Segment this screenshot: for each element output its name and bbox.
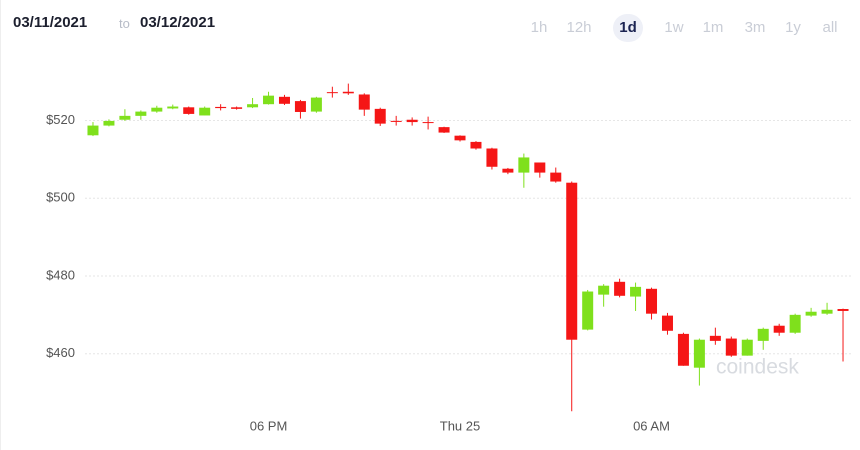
candle-body [151, 107, 163, 112]
candle-body [486, 148, 498, 167]
candle-body [199, 107, 211, 116]
candle-body [614, 281, 626, 296]
candle-body [693, 339, 705, 368]
candle-body [438, 127, 450, 133]
x-tick-label: Thu 25 [440, 418, 480, 433]
y-tick-label: $520 [46, 112, 75, 127]
date-to-label: to [119, 16, 130, 31]
date-from: 03/11/2021 [13, 14, 88, 31]
candle-body [215, 106, 227, 109]
candle-body [805, 311, 817, 316]
candle-body [263, 95, 275, 105]
candle-body [502, 168, 514, 173]
candle-body [677, 333, 689, 366]
candle-body [709, 335, 721, 341]
candle-body [231, 107, 243, 109]
date-to: 03/12/2021 [140, 14, 216, 31]
candle-body [310, 97, 322, 112]
candle-body [582, 291, 594, 330]
range-tab[interactable]: 1d [613, 14, 643, 42]
x-tick-label: 06 PM [250, 418, 288, 433]
candle-body [598, 285, 610, 295]
range-tab[interactable]: 12h [566, 19, 592, 36]
candle-body [789, 314, 801, 333]
range-tab[interactable]: 1h [530, 19, 548, 36]
candle-body [183, 107, 195, 114]
candle-body [837, 309, 849, 311]
candle-body [821, 309, 833, 314]
candle-body [358, 94, 370, 110]
candle-body [741, 339, 753, 356]
candle-body [87, 125, 99, 136]
candle-body [342, 91, 354, 94]
range-tab[interactable]: 1y [785, 19, 801, 36]
candle-body [630, 286, 642, 297]
candle-body [534, 162, 546, 173]
candle-body [294, 101, 306, 112]
candle-body [119, 115, 131, 120]
candle-body [374, 108, 386, 124]
y-tick-label: $500 [46, 190, 75, 205]
range-tab[interactable]: 1w [664, 19, 684, 36]
candle-body [103, 120, 115, 126]
candle-body [550, 172, 562, 182]
watermark: coindesk [716, 356, 799, 379]
x-tick-label: 06 AM [633, 418, 670, 433]
range-tab[interactable]: 1m [702, 19, 724, 36]
candle-body [326, 92, 338, 94]
range-tab[interactable]: all [822, 19, 838, 36]
candle-body [167, 106, 179, 109]
candle-body [406, 119, 418, 123]
candle-body [518, 157, 530, 173]
candle-body [247, 104, 259, 108]
candle-body [773, 325, 785, 333]
candle-body [470, 141, 482, 149]
candle-body [422, 122, 434, 124]
y-tick-label: $460 [46, 345, 75, 360]
candle-body [757, 328, 769, 341]
candle-body [725, 338, 737, 356]
candle-body [646, 288, 658, 314]
candle-body [661, 315, 673, 331]
candle-body [390, 120, 402, 122]
candle-body [135, 111, 147, 116]
range-tab[interactable]: 3m [744, 19, 766, 36]
candle-body [278, 96, 290, 104]
candle-body [566, 182, 578, 340]
y-tick-label: $480 [46, 267, 75, 282]
candle-body [454, 135, 466, 141]
